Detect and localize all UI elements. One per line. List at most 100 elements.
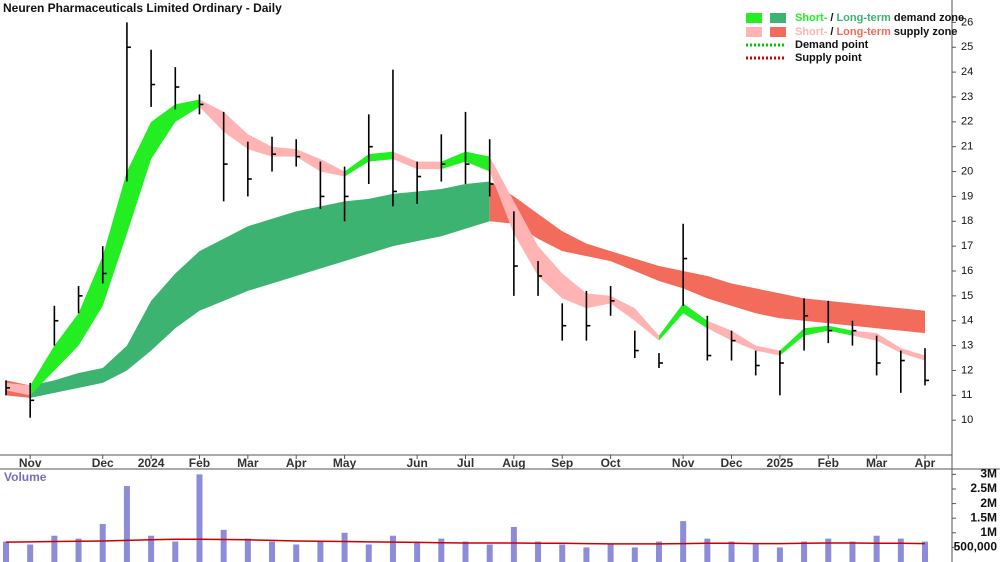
x-tick-label: Jun — [406, 456, 427, 470]
volume-bar — [535, 541, 542, 562]
volume-bar — [825, 538, 832, 562]
x-tick-label: Mar — [866, 456, 888, 470]
y-tick-label: 10 — [961, 414, 973, 426]
x-tick-label: Apr — [286, 456, 307, 470]
y-tick-label: 18 — [961, 215, 973, 227]
legend-label: Demand point — [795, 39, 869, 51]
zone-band — [30, 99, 200, 396]
y-tick-label: 25 — [961, 41, 973, 53]
legend: Short- / Long-term demand zone Short- / Long-t… — [742, 8, 964, 68]
volume-bar — [293, 544, 300, 562]
x-tick-label: Feb — [818, 456, 839, 470]
legend-text-part: Short- — [795, 26, 828, 38]
legend-text-part: supply zone — [894, 26, 958, 38]
volume-bar — [510, 526, 517, 562]
volume-bar — [414, 541, 421, 562]
y-tick-label: 16 — [961, 265, 973, 277]
zone-band — [852, 330, 925, 361]
y-tick-label: 23 — [961, 91, 973, 103]
x-tick-label: May — [333, 456, 357, 470]
volume-bar — [196, 474, 203, 562]
volume-tick-label: 2.5M — [970, 481, 997, 495]
y-tick-label: 22 — [961, 116, 973, 128]
legend-text-part: Long-term — [836, 12, 891, 24]
y-tick-label: 12 — [961, 364, 973, 376]
y-tick-label: 24 — [961, 66, 973, 78]
zone-band — [6, 382, 31, 396]
volume-bar — [389, 535, 396, 562]
volume-tick-label: 1.5M — [970, 510, 997, 524]
volume-bar — [631, 547, 638, 562]
chart-title: Neuren Pharmaceuticals Limited Ordinary … — [3, 1, 282, 15]
x-tick-label: Nov — [19, 456, 42, 470]
legend-swatch — [770, 27, 786, 37]
volume-bar — [99, 524, 106, 562]
y-tick-label: 26 — [961, 16, 973, 28]
zone-band — [489, 181, 925, 334]
volume-average — [5, 538, 926, 545]
x-tick-label: Nov — [672, 456, 695, 470]
volume-bar — [75, 538, 82, 562]
x-tick-label: Dec — [92, 456, 114, 470]
y-tick-label: 11 — [961, 389, 972, 401]
volume-bar — [341, 532, 348, 562]
zone-band — [489, 156, 659, 341]
volume-bar — [873, 535, 880, 562]
x-tick-label: Sep — [551, 456, 573, 470]
y-tick-label: 14 — [961, 315, 973, 327]
volume-bar — [897, 538, 904, 562]
volume-bar — [220, 529, 227, 562]
y-tick-label: 15 — [961, 290, 973, 302]
volume-bar — [680, 521, 687, 562]
legend-text-part: Short- — [795, 12, 828, 24]
x-tick-label: Dec — [721, 456, 743, 470]
y-tick-label: 17 — [961, 240, 973, 252]
volume-bar — [704, 538, 711, 562]
legend-label: Short- / Long-term supply zone — [795, 26, 957, 38]
x-tick-label: Oct — [601, 456, 621, 470]
legend-text-part: / — [830, 26, 833, 38]
x-tick-label: 2024 — [138, 456, 165, 470]
legend-text-part: Long-term — [836, 26, 891, 38]
y-tick-label: 19 — [961, 190, 973, 202]
volume-bar — [317, 541, 324, 562]
y-tick-label: 13 — [961, 340, 973, 352]
legend-text-part: demand zone — [894, 12, 964, 24]
volume-bar — [27, 544, 34, 562]
zone-band — [344, 151, 393, 177]
zone-band — [658, 303, 708, 341]
zone-band — [441, 151, 490, 172]
x-tick-label: Mar — [237, 456, 259, 470]
legend-swatch — [770, 13, 786, 23]
volume-bar — [438, 538, 445, 562]
zone-band — [707, 320, 780, 356]
volume-bar — [244, 538, 251, 562]
zone-band — [779, 325, 853, 356]
zone-band — [30, 181, 490, 398]
volume-bar — [462, 541, 469, 562]
volume-tick-label: 2M — [980, 496, 997, 510]
price-bars — [5, 22, 929, 418]
volume-bar — [752, 544, 759, 562]
volume-bar — [51, 535, 58, 562]
volume-bar — [559, 544, 566, 562]
volume-tick-label: 1M — [980, 525, 997, 539]
volume-bar — [172, 541, 179, 562]
volume-panel — [3, 474, 928, 562]
zone-band — [392, 151, 442, 170]
y-tick-label: 21 — [961, 141, 973, 153]
legend-text-part: / — [830, 12, 833, 24]
zones — [6, 99, 925, 398]
volume-bar — [269, 541, 276, 562]
volume-bar — [607, 544, 614, 562]
volume-bar — [365, 544, 372, 562]
volume-bar — [922, 541, 928, 562]
x-tick-label: 2025 — [767, 456, 794, 470]
volume-bar — [776, 547, 783, 562]
x-tick-label: Aug — [502, 456, 525, 470]
x-tick-label: Apr — [915, 456, 936, 470]
volume-bar — [801, 541, 808, 562]
